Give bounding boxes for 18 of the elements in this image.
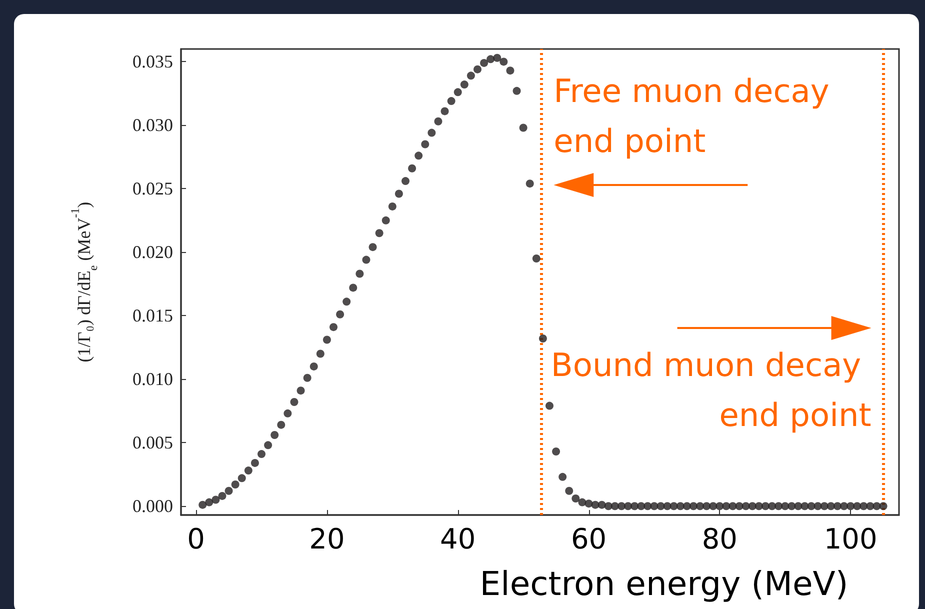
x-tick-label: 0 xyxy=(187,522,205,556)
ref-line-label: Free muon decay end point xyxy=(554,72,840,160)
x-tick-label: 100 xyxy=(824,522,878,556)
y-tick-label: 0.010 xyxy=(132,369,173,390)
y-tick-label: 0.020 xyxy=(132,242,173,262)
x-axis-title: Electron energy (MeV) xyxy=(480,564,848,603)
x-tick-label: 40 xyxy=(440,522,476,556)
y-tick-label: 0.000 xyxy=(132,496,173,516)
y-tick-label: 0.015 xyxy=(132,306,173,326)
y-axis-title: (1/Γ₀) dΓ/dEe (MeV-1) xyxy=(68,202,100,362)
y-tick-label: 0.005 xyxy=(132,432,173,453)
x-tick-label: 80 xyxy=(702,522,738,556)
x-tick-label: 20 xyxy=(309,522,345,556)
y-tick-label: 0.025 xyxy=(132,178,173,199)
x-tick-label: 60 xyxy=(570,522,607,556)
y-tick-label: 0.035 xyxy=(132,52,173,72)
y-tick-label: 0.030 xyxy=(132,115,173,136)
ref-line-label: Bound muon decay end point xyxy=(550,346,872,434)
